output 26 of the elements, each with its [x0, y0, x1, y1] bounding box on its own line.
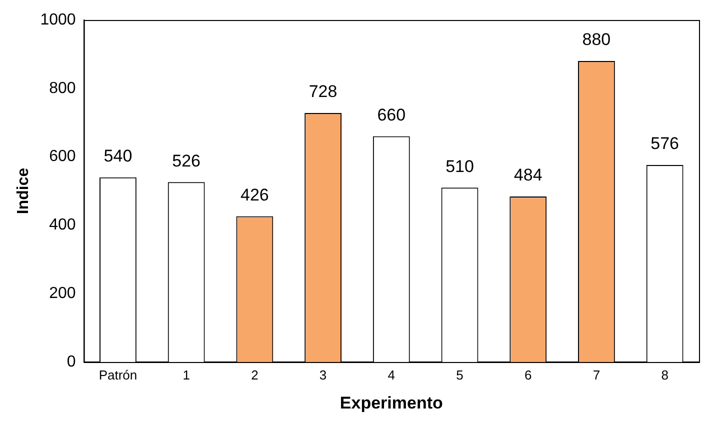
x-tick-label: 6	[524, 367, 532, 382]
x-tick-label: 8	[661, 367, 668, 382]
x-axis-title: Experimento	[340, 393, 443, 412]
data-label: 484	[514, 166, 542, 185]
x-tick-label: Patrón	[98, 367, 138, 382]
x-tick-label: 3	[319, 367, 327, 382]
data-label: 526	[172, 151, 201, 170]
x-tick-label: 4	[388, 367, 396, 382]
data-label: 426	[240, 185, 269, 204]
data-label: 728	[308, 82, 338, 102]
y-tick-label: 800	[49, 80, 76, 97]
y-axis-title: Indice	[15, 168, 32, 214]
x-tick-label: 1	[182, 367, 190, 382]
y-tick-label: 400	[49, 216, 76, 234]
y-tick-label: 600	[49, 148, 76, 166]
x-tick-label: 5	[456, 367, 464, 382]
data-label: 510	[446, 156, 474, 176]
x-tick-label: 7	[592, 367, 600, 382]
data-label: 660	[377, 105, 406, 124]
data-label: 880	[582, 30, 611, 50]
data-label: 576	[650, 134, 680, 154]
data-label: 540	[104, 146, 132, 166]
y-tick-label: 200	[49, 285, 76, 302]
y-tick-label: 1000	[40, 11, 76, 28]
y-tick-label: 0	[66, 353, 76, 370]
x-tick-label: 2	[251, 367, 258, 382]
